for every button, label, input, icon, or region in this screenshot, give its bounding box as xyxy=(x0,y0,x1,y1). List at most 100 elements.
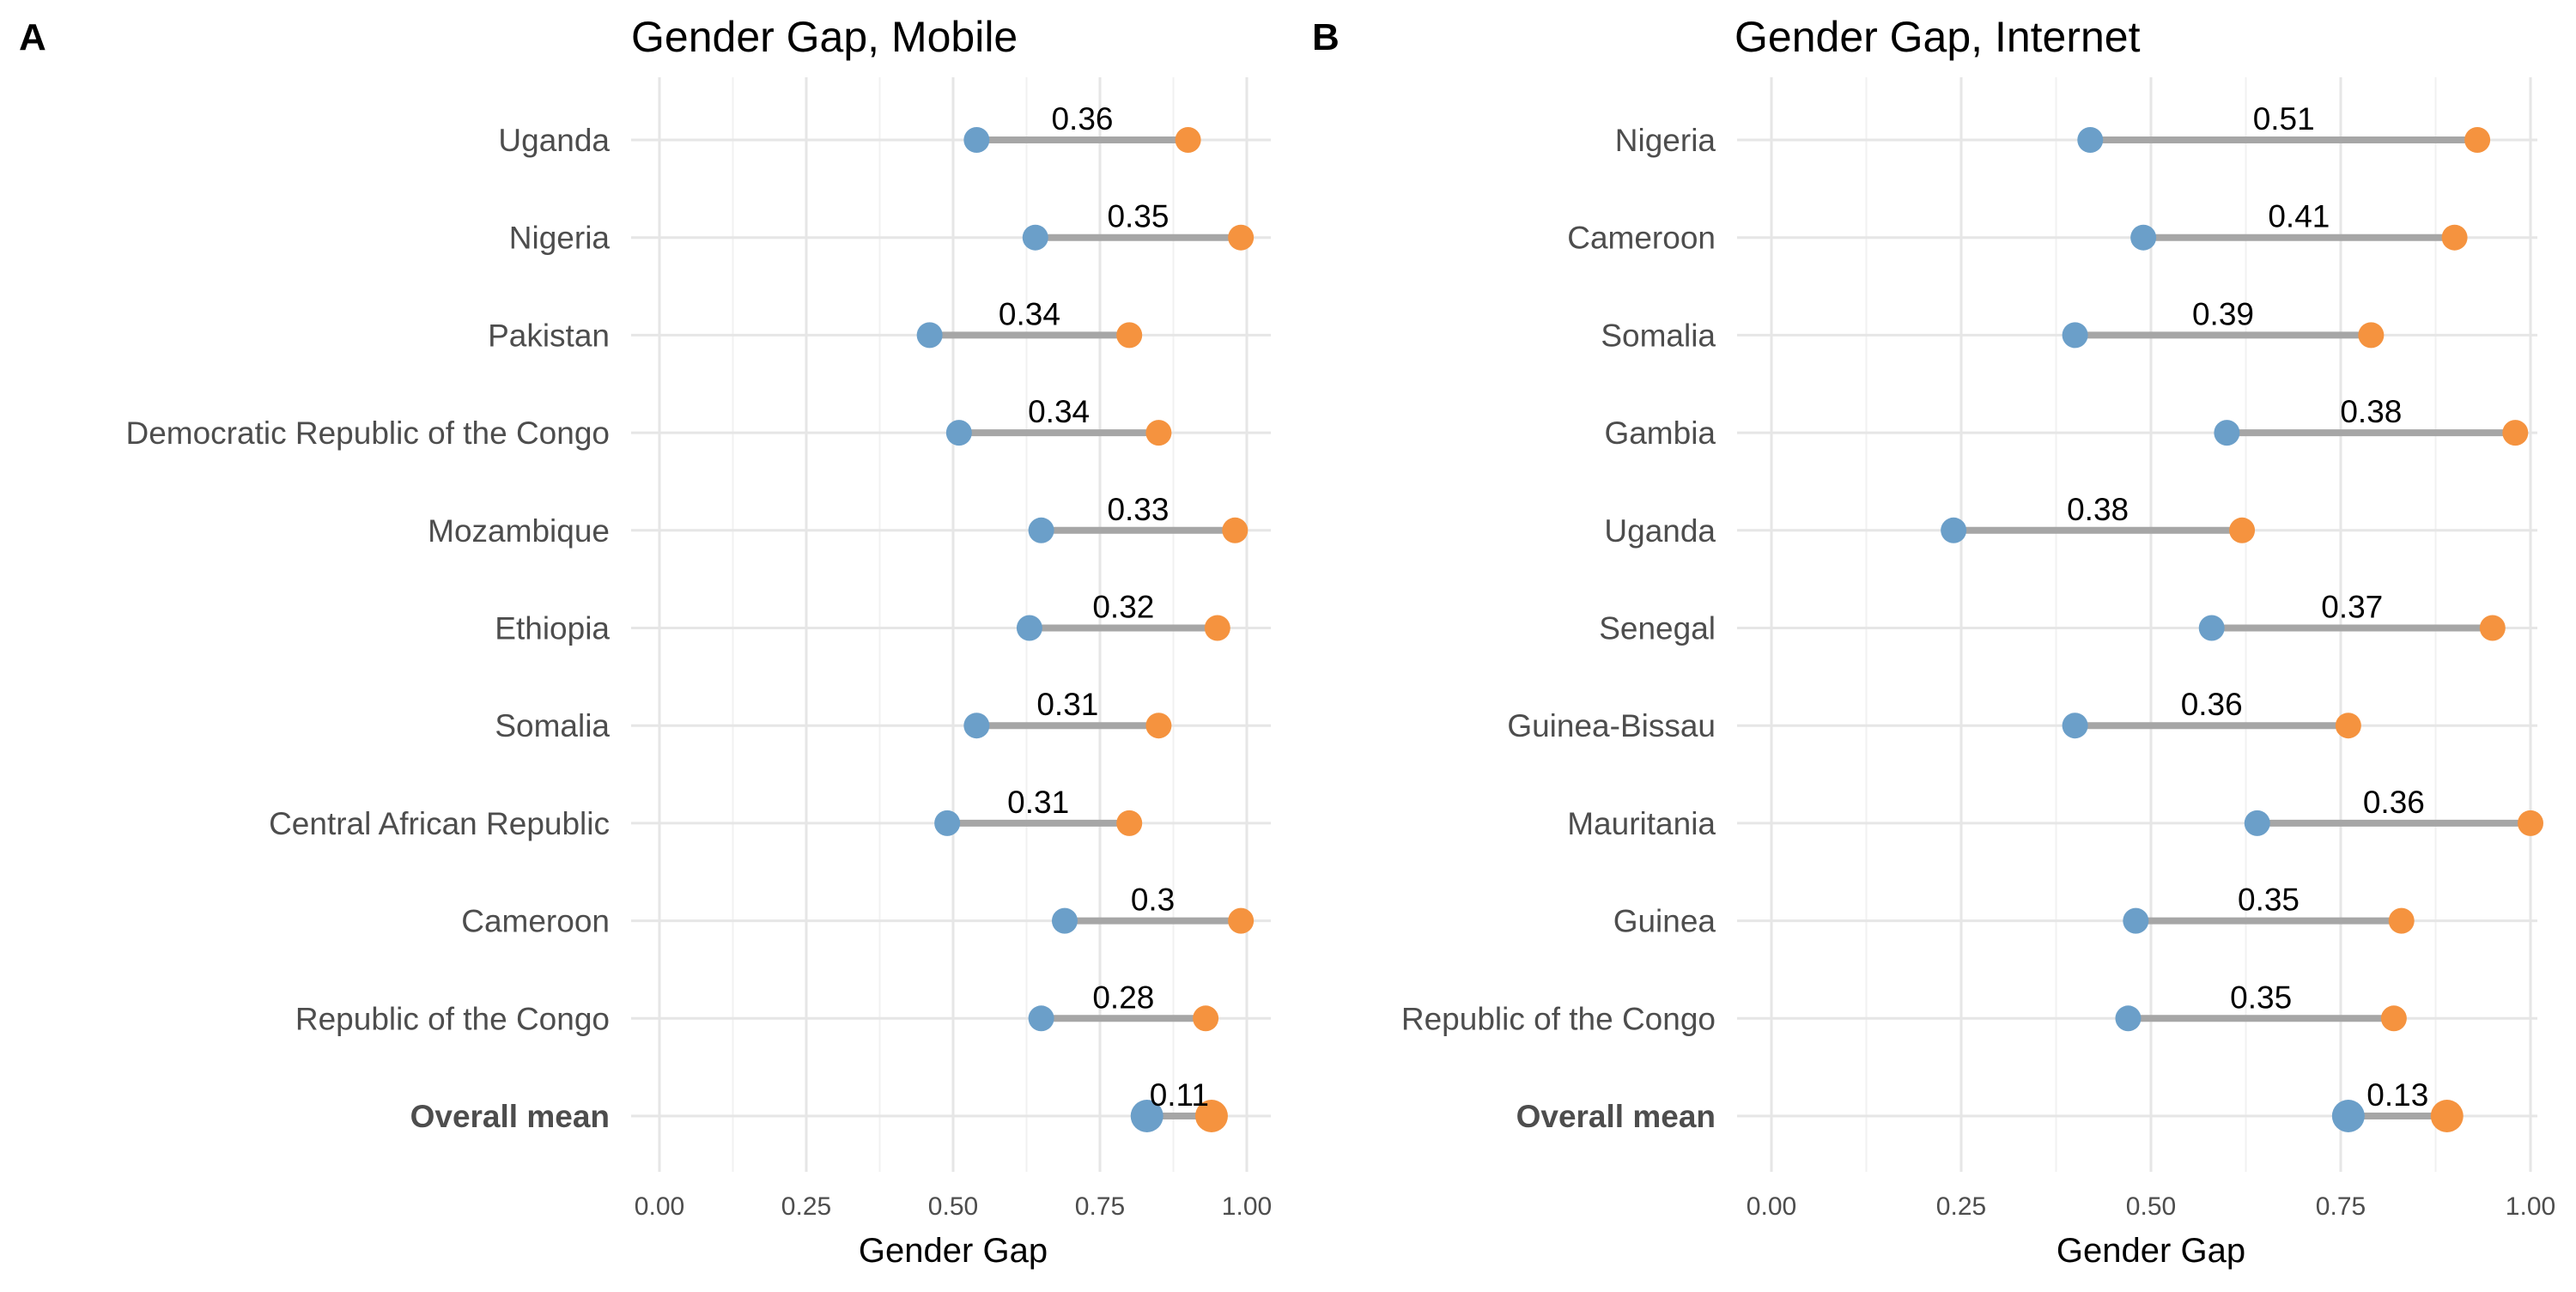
gap-data-label: 0.39 xyxy=(2192,296,2254,331)
low-point xyxy=(2198,615,2225,641)
high-point xyxy=(2358,322,2385,349)
gap-data-label: 0.3 xyxy=(1131,883,1175,918)
low-point xyxy=(934,810,961,836)
high-point xyxy=(2518,810,2543,836)
high-point xyxy=(2380,1005,2407,1032)
gap-data-label: 0.13 xyxy=(2366,1077,2428,1113)
gap-data-label: 0.35 xyxy=(2238,883,2300,918)
category-label: Cameroon xyxy=(1567,221,1716,256)
gap-data-label: 0.36 xyxy=(2363,785,2425,820)
dumbbell-row: Somalia 0.39 xyxy=(1601,296,2385,353)
gap-data-label: 0.34 xyxy=(999,296,1060,331)
x-tick-label: 1.00 xyxy=(1222,1192,1272,1221)
x-tick-label: 0.50 xyxy=(928,1192,978,1221)
high-point xyxy=(1145,420,1172,446)
gap-data-label: 0.36 xyxy=(1051,101,1113,136)
category-label: Uganda xyxy=(498,123,610,158)
category-label: Somalia xyxy=(495,708,610,743)
high-point xyxy=(2430,1100,2464,1132)
low-point xyxy=(1028,1005,1054,1032)
low-point xyxy=(2214,420,2240,446)
category-label: Republic of the Congo xyxy=(295,1001,610,1036)
dumbbell-row: Republic of the Congo 0.35 xyxy=(1401,980,2407,1036)
low-point xyxy=(2123,907,2149,934)
dumbbell-row: Mauritania 0.36 xyxy=(1567,785,2543,841)
high-point xyxy=(1145,713,1172,739)
high-point xyxy=(2464,127,2491,153)
low-point xyxy=(1130,1100,1163,1132)
low-point xyxy=(2077,127,2104,153)
x-tick-label: 0.25 xyxy=(781,1192,831,1221)
gap-data-label: 0.38 xyxy=(2067,492,2129,527)
x-tick-label: 0.50 xyxy=(2126,1192,2176,1221)
high-point xyxy=(1222,517,1249,543)
low-point xyxy=(1022,224,1048,251)
dumbbell-row: Cameroon 0.41 xyxy=(1567,199,2468,256)
gap-data-label: 0.51 xyxy=(2253,101,2315,136)
x-tick-label: 1.00 xyxy=(2506,1192,2555,1221)
dumbbell-row: Central African Republic 0.31 xyxy=(269,785,1143,841)
high-point xyxy=(2479,615,2506,641)
low-point xyxy=(916,322,943,349)
dumbbell-row: Guinea 0.35 xyxy=(1613,883,2415,939)
category-label: Somalia xyxy=(1601,318,1716,353)
dumbbell-row: Overall mean 0.13 xyxy=(1516,1077,2464,1134)
panel-a: A Gender Gap, Mobile 0.00 0.25 0.50 0.75 1.00 G… xyxy=(19,13,1272,1270)
dumbbell-row: Democratic Republic of the Congo 0.34 xyxy=(125,394,1172,451)
dumbbell-row: Guinea-Bissau 0.36 xyxy=(1507,687,2361,743)
low-point xyxy=(1028,517,1054,543)
low-point xyxy=(2062,713,2088,739)
category-label: Gambia xyxy=(1604,416,1716,451)
dumbbell-row: Uganda 0.38 xyxy=(1604,492,2256,549)
dumbbell-row: Cameroon 0.3 xyxy=(461,883,1255,939)
low-point xyxy=(2062,322,2088,349)
x-tick-label: 0.75 xyxy=(1075,1192,1125,1221)
high-point xyxy=(1194,1100,1228,1132)
x-axis-title: Gender Gap xyxy=(2057,1232,2245,1270)
x-tick-label: 0.00 xyxy=(1747,1192,1796,1221)
category-label: Mozambique xyxy=(428,513,610,549)
high-point xyxy=(1116,810,1143,836)
category-label: Pakistan xyxy=(488,318,610,353)
high-point xyxy=(2335,713,2361,739)
low-point xyxy=(2244,810,2270,836)
low-point xyxy=(2115,1005,2142,1032)
low-point xyxy=(963,713,990,739)
gap-data-label: 0.31 xyxy=(1007,785,1069,820)
panel-letter: B xyxy=(1312,16,1340,58)
x-tick-label: 0.25 xyxy=(1936,1192,1986,1221)
low-point xyxy=(963,127,990,153)
high-point xyxy=(1228,224,1255,251)
low-point xyxy=(1941,517,1967,543)
dumbbell-row: Somalia 0.31 xyxy=(495,687,1172,743)
dumbbell-row: Uganda 0.36 xyxy=(498,101,1201,158)
gap-data-label: 0.28 xyxy=(1092,980,1154,1015)
category-label: Overall mean xyxy=(1516,1099,1716,1134)
gap-data-label: 0.38 xyxy=(2340,394,2402,429)
low-point xyxy=(2130,224,2157,251)
gap-data-label: 0.35 xyxy=(2230,980,2292,1015)
gap-data-label: 0.37 xyxy=(2321,590,2383,625)
x-tick-label: 0.00 xyxy=(635,1192,684,1221)
gap-data-label: 0.34 xyxy=(1028,394,1090,429)
category-label: Senegal xyxy=(1599,611,1716,646)
panel-title: Gender Gap, Mobile xyxy=(631,13,1018,61)
high-point xyxy=(2229,517,2256,543)
x-axis-title: Gender Gap xyxy=(859,1232,1048,1270)
x-tick-label: 0.75 xyxy=(2316,1192,2366,1221)
dumbbell-row: Mozambique 0.33 xyxy=(428,492,1249,549)
dumbbell-row: Pakistan 0.34 xyxy=(488,296,1143,353)
dumbbell-row: Ethiopia 0.32 xyxy=(495,590,1230,646)
category-label: Cameroon xyxy=(461,904,610,939)
dumbbell-row: Senegal 0.37 xyxy=(1599,590,2506,646)
category-label: Overall mean xyxy=(410,1099,610,1134)
category-label: Mauritania xyxy=(1567,806,1716,841)
gap-data-label: 0.32 xyxy=(1092,590,1154,625)
low-point xyxy=(1051,907,1078,934)
high-point xyxy=(2441,224,2468,251)
high-point xyxy=(1193,1005,1219,1032)
category-label: Guinea-Bissau xyxy=(1507,708,1716,743)
dumbbell-row: Nigeria 0.51 xyxy=(1615,101,2491,158)
